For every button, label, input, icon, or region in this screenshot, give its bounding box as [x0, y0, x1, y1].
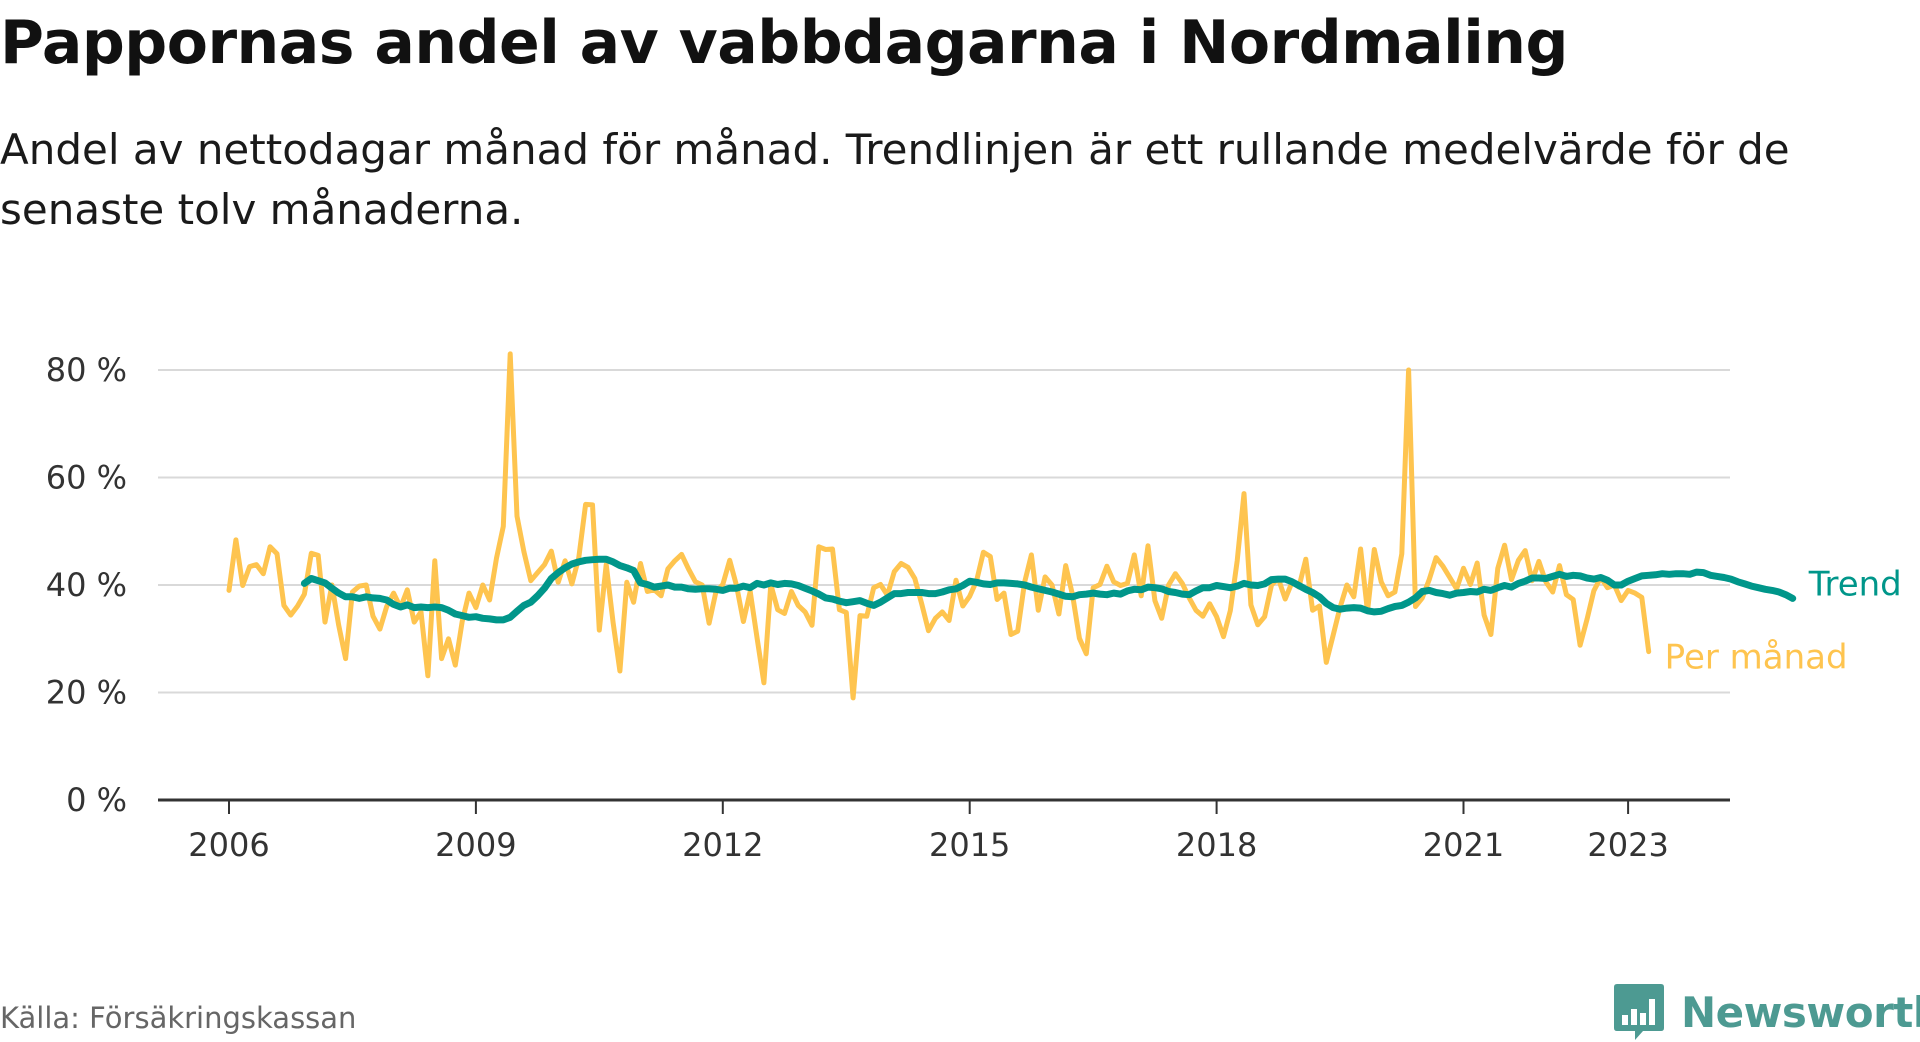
y-axis: 0 % 20 % 40 % 60 % 80 %: [46, 351, 127, 819]
x-tick-label: 2018: [1176, 826, 1257, 864]
source-note: Källa: Försäkringskassan: [0, 1001, 357, 1035]
chart-subtitle: Andel av nettodagar månad för månad. Tre…: [0, 125, 1790, 234]
x-tick-label: 2012: [682, 826, 763, 864]
brand-logo: Newsworthy: [1613, 982, 1920, 1042]
x-tick-label: 2006: [188, 826, 269, 864]
x-tick-label: 2021: [1423, 826, 1504, 864]
chart-title: Pappornas andel av vabbdagarna i Nordmal…: [0, 8, 1568, 78]
y-tick-label: 80 %: [46, 351, 127, 389]
legend: Per månad Trend: [1665, 564, 1902, 677]
bar-chart-speech-bubble-icon: [1614, 984, 1664, 1040]
gridlines: [158, 369, 1730, 694]
series-line-per-månad: [226, 351, 1652, 701]
x-tick-label: 2009: [435, 826, 516, 864]
y-tick-label: 20 %: [46, 674, 127, 712]
series-line-trend: [300, 555, 1797, 624]
brand-name: Newsworthy: [1681, 987, 1920, 1037]
y-tick-label: 0 %: [66, 781, 127, 819]
x-tick-label: 2023: [1587, 826, 1668, 864]
legend-label-trend: Trend: [1808, 564, 1902, 604]
series-group: [226, 351, 1797, 701]
x-tick-label: 2015: [929, 826, 1010, 864]
legend-label-per-månad: Per månad: [1665, 638, 1848, 678]
x-axis: 2006 2009 2012 2015 2018 2021 2023: [158, 798, 1730, 864]
y-tick-label: 60 %: [46, 459, 127, 497]
y-tick-label: 40 %: [46, 566, 127, 604]
